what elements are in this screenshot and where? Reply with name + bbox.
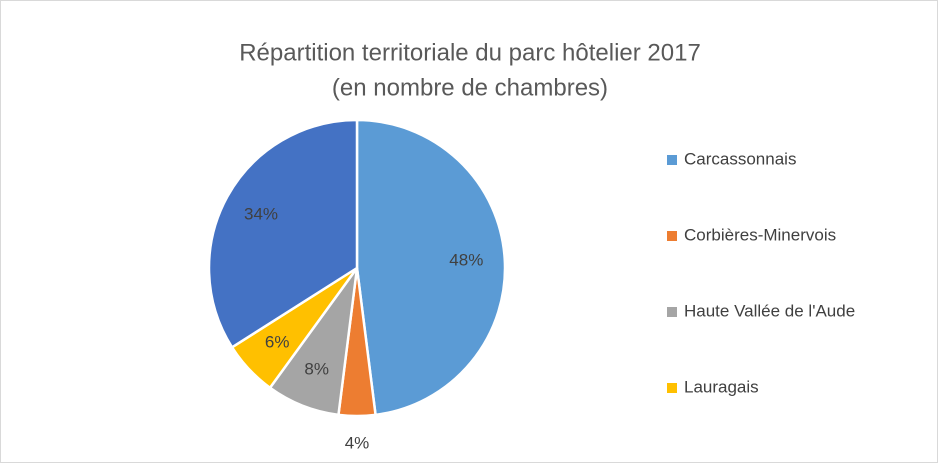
chart-title: Répartition territoriale du parc hôtelie… — [239, 39, 701, 66]
legend-swatch — [667, 307, 677, 317]
chart-subtitle: (en nombre de chambres) — [332, 74, 608, 101]
data-label: 48% — [449, 251, 483, 270]
legend-swatch — [667, 383, 677, 393]
data-label: 6% — [265, 332, 290, 351]
legend-label: Carcassonnais — [684, 149, 796, 168]
pie-slice — [207, 118, 359, 350]
data-label: 4% — [345, 434, 370, 453]
data-label: 8% — [304, 359, 329, 378]
legend-label: Lauragais — [684, 377, 759, 396]
legend-label: Corbières-Minervois — [684, 225, 836, 244]
pie-slice — [355, 118, 507, 417]
legend-swatch — [667, 231, 677, 241]
legend-swatch — [667, 155, 677, 165]
legend-label: Haute Vallée de l'Aude — [684, 301, 855, 320]
data-label: 34% — [244, 205, 278, 224]
